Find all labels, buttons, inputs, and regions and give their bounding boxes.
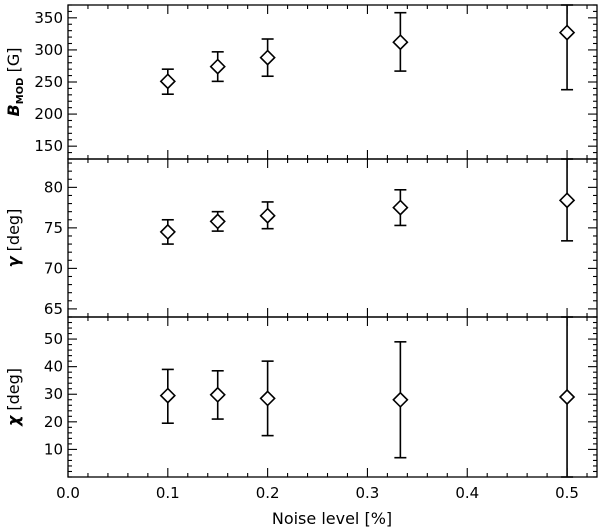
x-axis-title: Noise level [%] <box>272 509 392 528</box>
panel-2-data-point <box>209 213 226 230</box>
panel-2-frame <box>67 158 598 318</box>
panel-2-ylabel: γ [deg] <box>4 209 23 268</box>
panel-3-ytick-label: 30 <box>44 385 63 403</box>
x-axis-tick-label: 0.0 <box>56 484 80 502</box>
panel-2-data-point <box>259 207 276 224</box>
panel-2-ytick-label: 75 <box>44 219 63 237</box>
x-axis-tick-label: 0.5 <box>555 484 579 502</box>
panel-1-ylabel: BMOD [G] <box>4 48 26 117</box>
panel-3-ytick-label: 20 <box>44 413 63 431</box>
panel-2-ytick-labels: 65 70 75 80 <box>44 178 63 318</box>
panel-1: 150 200 250 300 350 BMOD [G] <box>4 4 598 160</box>
panel-2-yticks <box>67 159 597 318</box>
x-axis-tick-labels: 0.0 0.1 0.2 0.3 0.4 0.5 <box>56 484 579 502</box>
panel-3-data-point <box>259 390 276 407</box>
panel-3-ytick-labels: 10 20 30 40 50 <box>44 330 63 458</box>
panel-3-ytick-label: 50 <box>44 330 63 348</box>
panel-3-frame <box>67 316 598 478</box>
panel-3-ytick-label: 40 <box>44 358 63 376</box>
panel-2-ytick-label: 65 <box>44 300 63 318</box>
panel-3-data-point <box>558 388 576 406</box>
panel-1-data-point <box>159 73 176 90</box>
panel-3-data-point <box>209 386 226 403</box>
panel-3-marks <box>159 316 576 478</box>
panel-1-ytick-label: 300 <box>34 41 63 59</box>
panel-3-ylabel: χ [deg] <box>4 368 23 427</box>
panel-2-data-point <box>392 199 409 216</box>
panel-2-data-point <box>159 223 176 241</box>
panel-1-ytick-label: 250 <box>34 73 63 91</box>
panel-2-ytick-label: 80 <box>44 178 63 196</box>
panel-1-data-point <box>259 49 276 66</box>
panel-3-yticks <box>67 316 597 478</box>
panel-1-ytick-label: 150 <box>34 137 63 155</box>
panel-3: 10 20 30 40 50 χ [deg] <box>4 316 598 478</box>
x-axis: 0.0 0.1 0.2 0.3 0.4 0.5 Noise level [%] <box>56 484 579 528</box>
panel-1-data-point <box>558 24 576 41</box>
panel-3-data-point <box>392 391 409 408</box>
x-axis-tick-label: 0.4 <box>455 484 479 502</box>
panel-2: 65 70 75 80 γ [deg] <box>4 158 598 318</box>
panel-2-marks <box>159 158 576 245</box>
panel-2-ytick-label: 70 <box>44 259 63 277</box>
x-axis-tick-label: 0.2 <box>256 484 280 502</box>
panel-1-marks <box>159 4 576 95</box>
panel-1-ytick-label: 350 <box>34 9 63 27</box>
panel-2-data-point <box>558 192 576 209</box>
x-axis-tick-label: 0.3 <box>356 484 380 502</box>
panel-1-yticks <box>67 4 597 160</box>
panel-1-data-point <box>392 34 409 51</box>
panel-3-data-point <box>159 387 176 404</box>
panel-1-ytick-label: 200 <box>34 105 63 123</box>
panel-3-ytick-label: 10 <box>44 440 63 458</box>
panel-1-data-point <box>209 58 226 75</box>
panel-1-frame <box>67 4 598 160</box>
panel-1-ytick-labels: 150 200 250 300 350 <box>34 9 63 155</box>
x-axis-tick-label: 0.1 <box>156 484 180 502</box>
